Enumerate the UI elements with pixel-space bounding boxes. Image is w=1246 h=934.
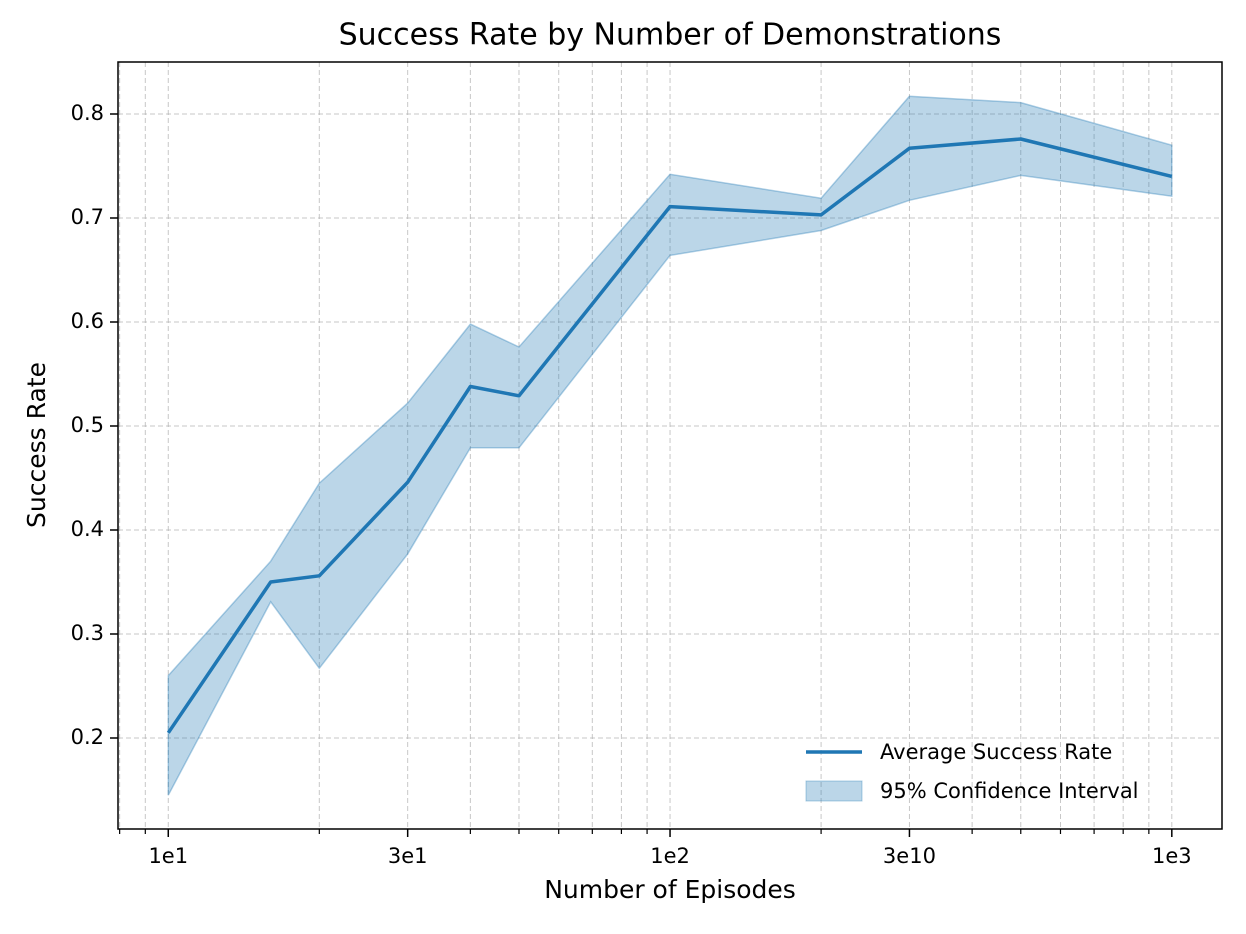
y-tick-label: 0.5 [71, 413, 104, 437]
y-tick-label: 0.3 [71, 621, 104, 645]
chart-title: Success Rate by Number of Demonstrations [339, 18, 1002, 53]
legend-label: Average Success Rate [880, 740, 1112, 764]
x-tick-label: 1e3 [1152, 844, 1192, 868]
x-tick-label: 1e1 [148, 844, 188, 868]
x-tick-label: 1e2 [650, 844, 690, 868]
x-axis-label: Number of Episodes [544, 875, 796, 904]
x-tick-label: 3e10 [883, 844, 936, 868]
legend-swatch [805, 780, 863, 802]
plot-frame [117, 61, 1223, 830]
confidence-band [167, 95, 1173, 796]
y-axis-label: Success Rate [22, 362, 51, 528]
y-tick-label: 0.8 [71, 101, 104, 125]
y-tick-label: 0.6 [71, 309, 104, 333]
legend-label: 95% Confidence Interval [880, 779, 1139, 803]
line [166, 137, 1173, 734]
y-tick-label: 0.7 [71, 205, 104, 229]
y-tick-label: 0.2 [71, 725, 104, 749]
x-tick-label: 3e1 [388, 844, 428, 868]
y-tick-label: 0.4 [71, 517, 104, 541]
